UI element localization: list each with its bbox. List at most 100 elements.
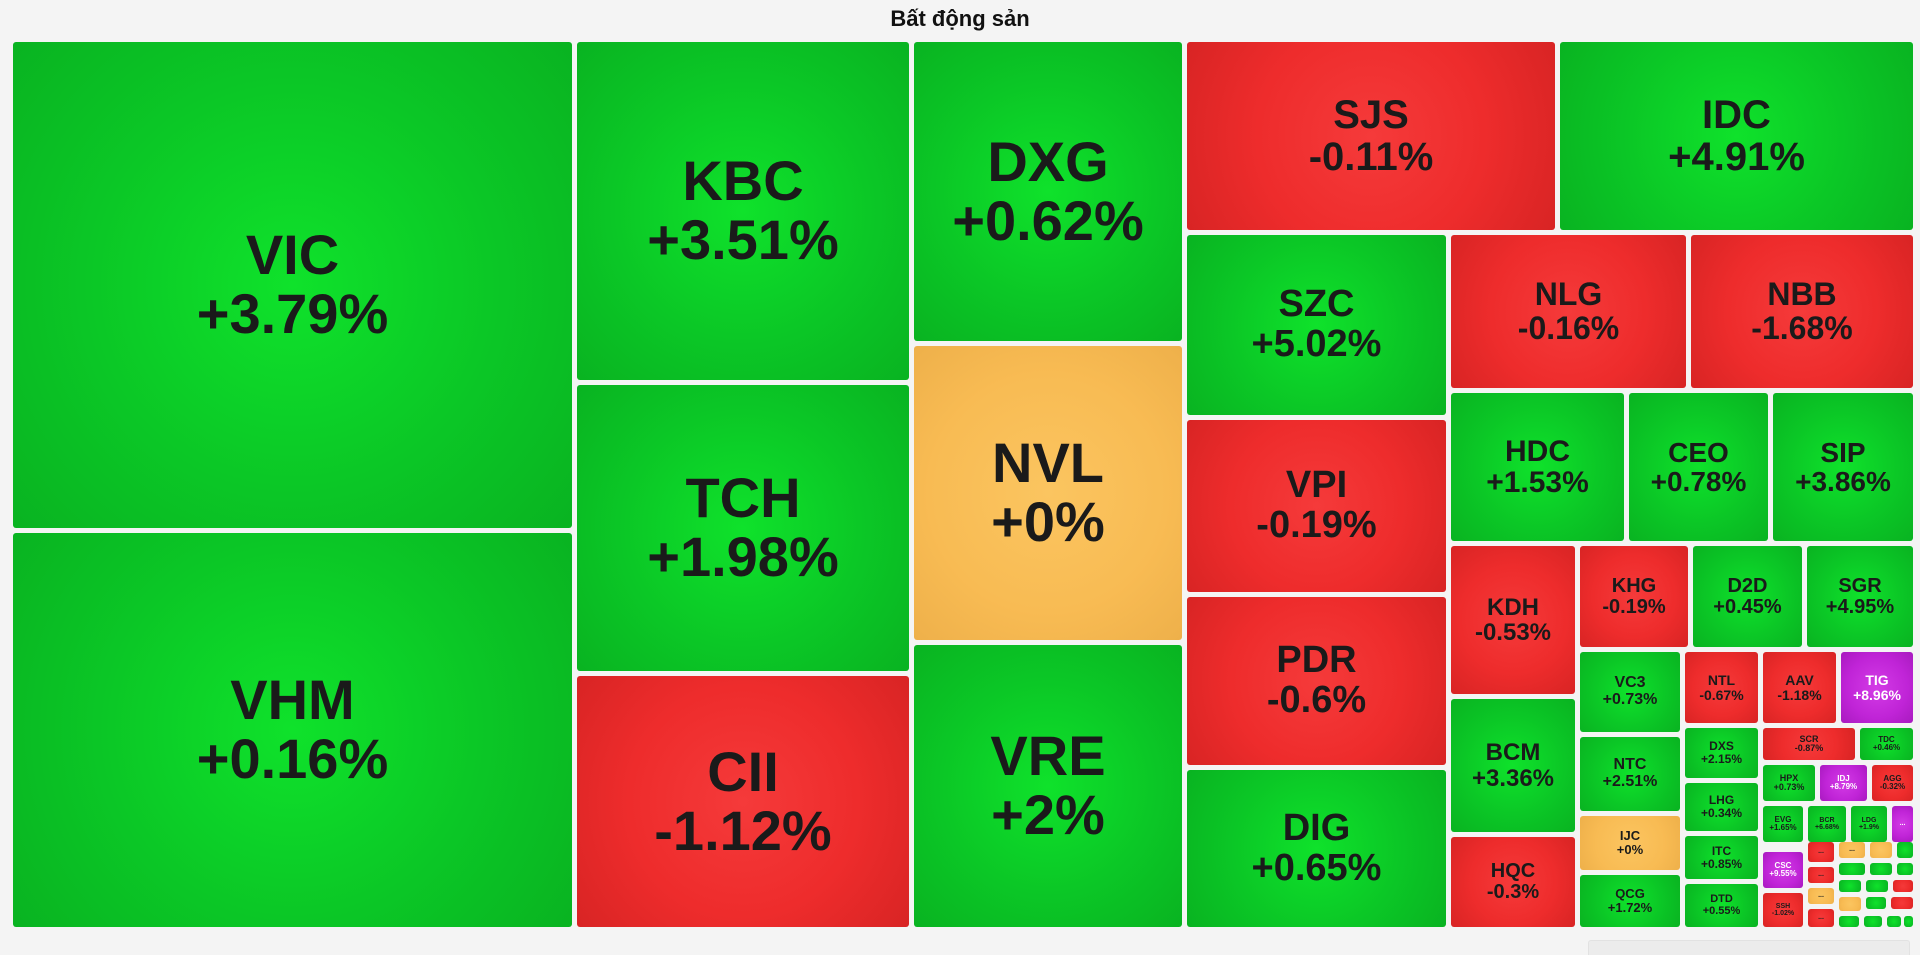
treemap-cell-small[interactable]: ... bbox=[1808, 888, 1834, 904]
cell-change: +2.15% bbox=[1700, 752, 1743, 766]
treemap-cell-qcg[interactable]: QCG +1.72% bbox=[1580, 875, 1680, 927]
treemap-cell-hqc[interactable]: HQC -0.3% bbox=[1451, 837, 1575, 927]
treemap-cell-small[interactable] bbox=[1839, 897, 1861, 911]
cell-change: +9.55% bbox=[1769, 869, 1797, 878]
treemap-cell-small[interactable] bbox=[1839, 863, 1865, 875]
treemap-cell-small[interactable]: ... bbox=[1808, 909, 1834, 927]
treemap-cell-ijc[interactable]: IJC +0% bbox=[1580, 816, 1680, 870]
treemap-cell-small[interactable] bbox=[1893, 880, 1913, 892]
treemap-cell-kbc[interactable]: KBC +3.51% bbox=[577, 42, 909, 380]
treemap-cell-kdh[interactable]: KDH -0.53% bbox=[1451, 546, 1575, 694]
treemap-cell-nbb[interactable]: NBB -1.68% bbox=[1691, 235, 1913, 388]
treemap-cell-vhm[interactable]: VHM +0.16% bbox=[13, 533, 572, 927]
treemap-cell-cii[interactable]: CII -1.12% bbox=[577, 676, 909, 927]
cell-more: ... bbox=[1818, 871, 1824, 879]
treemap-cell-sip[interactable]: SIP +3.86% bbox=[1773, 393, 1913, 541]
bottom-scroll-strip[interactable] bbox=[1588, 940, 1910, 955]
treemap-cell-itc[interactable]: ITC +0.85% bbox=[1685, 836, 1758, 879]
treemap-cell-dig[interactable]: DIG +0.65% bbox=[1187, 770, 1446, 927]
treemap-cell-ntl[interactable]: NTL -0.67% bbox=[1685, 652, 1758, 723]
treemap-cell-hdc[interactable]: HDC +1.53% bbox=[1451, 393, 1624, 541]
cell-ticker: TDC bbox=[1878, 734, 1895, 744]
treemap-cell-ssh[interactable]: SSH -1.02% bbox=[1763, 893, 1803, 927]
treemap-cell-nvl[interactable]: NVL +0% bbox=[914, 346, 1182, 640]
treemap-cell-szc[interactable]: SZC +5.02% bbox=[1187, 235, 1446, 415]
treemap-cell-small[interactable]: ... bbox=[1892, 806, 1913, 842]
treemap-cell-vpi[interactable]: VPI -0.19% bbox=[1187, 420, 1446, 592]
treemap-cell-bcm[interactable]: BCM +3.36% bbox=[1451, 699, 1575, 832]
treemap-cell-ldg[interactable]: LDG +1.9% bbox=[1851, 806, 1887, 842]
treemap-cell-small[interactable] bbox=[1870, 863, 1892, 875]
treemap-cell-small[interactable] bbox=[1839, 880, 1861, 892]
treemap-cell-dxs[interactable]: DXS +2.15% bbox=[1685, 728, 1758, 778]
cell-more: ... bbox=[1818, 914, 1824, 922]
treemap-cell-small[interactable]: ... bbox=[1839, 842, 1865, 858]
cell-change: +1.9% bbox=[1858, 824, 1880, 831]
treemap-cell-small[interactable] bbox=[1866, 897, 1886, 909]
cell-ticker: CSC bbox=[1774, 860, 1792, 870]
treemap-cell-small[interactable] bbox=[1897, 842, 1913, 858]
cell-ticker: D2D bbox=[1727, 574, 1768, 597]
treemap-cell-d2d[interactable]: D2D +0.45% bbox=[1693, 546, 1802, 647]
treemap-cell-vre[interactable]: VRE +2% bbox=[914, 645, 1182, 927]
cell-change: -0.3% bbox=[1486, 881, 1540, 903]
treemap-cell-tig[interactable]: TIG +8.96% bbox=[1841, 652, 1913, 723]
cell-change: +0.55% bbox=[1702, 904, 1741, 917]
cell-ticker: LHG bbox=[1708, 793, 1735, 808]
cell-change: -0.53% bbox=[1474, 619, 1552, 646]
cell-ticker: BCM bbox=[1485, 739, 1541, 767]
treemap-cell-small[interactable]: ... bbox=[1808, 842, 1834, 862]
cell-change: +0.62% bbox=[952, 188, 1144, 252]
treemap-cell-agg[interactable]: AGG -0.32% bbox=[1872, 765, 1913, 801]
cell-ticker: CEO bbox=[1668, 436, 1729, 468]
cell-change: +6.68% bbox=[1815, 824, 1839, 831]
cell-ticker: IDC bbox=[1702, 93, 1771, 137]
cell-ticker: ITC bbox=[1711, 843, 1732, 858]
treemap-cell-vc3[interactable]: VC3 +0.73% bbox=[1580, 652, 1680, 732]
treemap-cell-nlg[interactable]: NLG -0.16% bbox=[1451, 235, 1686, 388]
cell-change: +0% bbox=[1616, 842, 1644, 857]
treemap-cell-small[interactable] bbox=[1904, 916, 1913, 927]
treemap-cell-tch[interactable]: TCH +1.98% bbox=[577, 385, 909, 671]
treemap-cell-small[interactable] bbox=[1891, 897, 1913, 909]
treemap-cell-idj[interactable]: IDJ +8.79% bbox=[1820, 765, 1867, 801]
treemap-cell-small[interactable] bbox=[1870, 842, 1892, 858]
treemap-cell-tdc[interactable]: TDC +0.46% bbox=[1860, 728, 1913, 760]
treemap-cell-lhg[interactable]: LHG +0.34% bbox=[1685, 783, 1758, 831]
cell-change: +8.96% bbox=[1853, 686, 1901, 703]
treemap-cell-small[interactable] bbox=[1839, 916, 1859, 927]
treemap-cell-small[interactable] bbox=[1864, 916, 1882, 927]
cell-change: +1.65% bbox=[1769, 823, 1797, 832]
cell-change: -1.12% bbox=[654, 798, 832, 862]
treemap-cell-evg[interactable]: EVG +1.65% bbox=[1763, 806, 1803, 842]
cell-change: +4.91% bbox=[1668, 135, 1805, 179]
treemap-cell-aav[interactable]: AAV -1.18% bbox=[1763, 652, 1836, 723]
treemap-cell-bcr[interactable]: BCR +6.68% bbox=[1808, 806, 1846, 842]
cell-ticker: VPI bbox=[1285, 464, 1348, 507]
treemap-cell-small[interactable]: ... bbox=[1808, 867, 1834, 883]
treemap-cell-vic[interactable]: VIC +3.79% bbox=[13, 42, 572, 528]
treemap-cell-csc[interactable]: CSC +9.55% bbox=[1763, 852, 1803, 888]
cell-more: ... bbox=[1818, 892, 1824, 900]
treemap-cell-scr[interactable]: SCR -0.87% bbox=[1763, 728, 1855, 760]
cell-change: +1.98% bbox=[647, 525, 839, 588]
treemap-cell-ntc[interactable]: NTC +2.51% bbox=[1580, 737, 1680, 811]
treemap-cell-hpx[interactable]: HPX +0.73% bbox=[1763, 765, 1815, 801]
treemap-cell-small[interactable] bbox=[1866, 880, 1888, 892]
cell-change: -1.68% bbox=[1751, 309, 1853, 346]
treemap-cell-ceo[interactable]: CEO +0.78% bbox=[1629, 393, 1768, 541]
treemap-cell-khg[interactable]: KHG -0.19% bbox=[1580, 546, 1688, 647]
cell-ticker: SZC bbox=[1278, 283, 1355, 326]
treemap-cell-dxg[interactable]: DXG +0.62% bbox=[914, 42, 1182, 341]
cell-change: +0.65% bbox=[1251, 846, 1382, 889]
cell-ticker: NLG bbox=[1534, 275, 1603, 312]
treemap-cell-idc[interactable]: IDC +4.91% bbox=[1560, 42, 1913, 230]
treemap-cell-dtd[interactable]: DTD +0.55% bbox=[1685, 884, 1758, 927]
treemap-cell-small[interactable] bbox=[1887, 916, 1901, 927]
cell-change: -0.19% bbox=[1602, 595, 1666, 618]
treemap-cell-sjs[interactable]: SJS -0.11% bbox=[1187, 42, 1555, 230]
treemap-cell-sgr[interactable]: SGR +4.95% bbox=[1807, 546, 1913, 647]
cell-change: +8.79% bbox=[1829, 782, 1858, 791]
treemap-cell-pdr[interactable]: PDR -0.6% bbox=[1187, 597, 1446, 765]
treemap-cell-small[interactable] bbox=[1897, 863, 1913, 875]
